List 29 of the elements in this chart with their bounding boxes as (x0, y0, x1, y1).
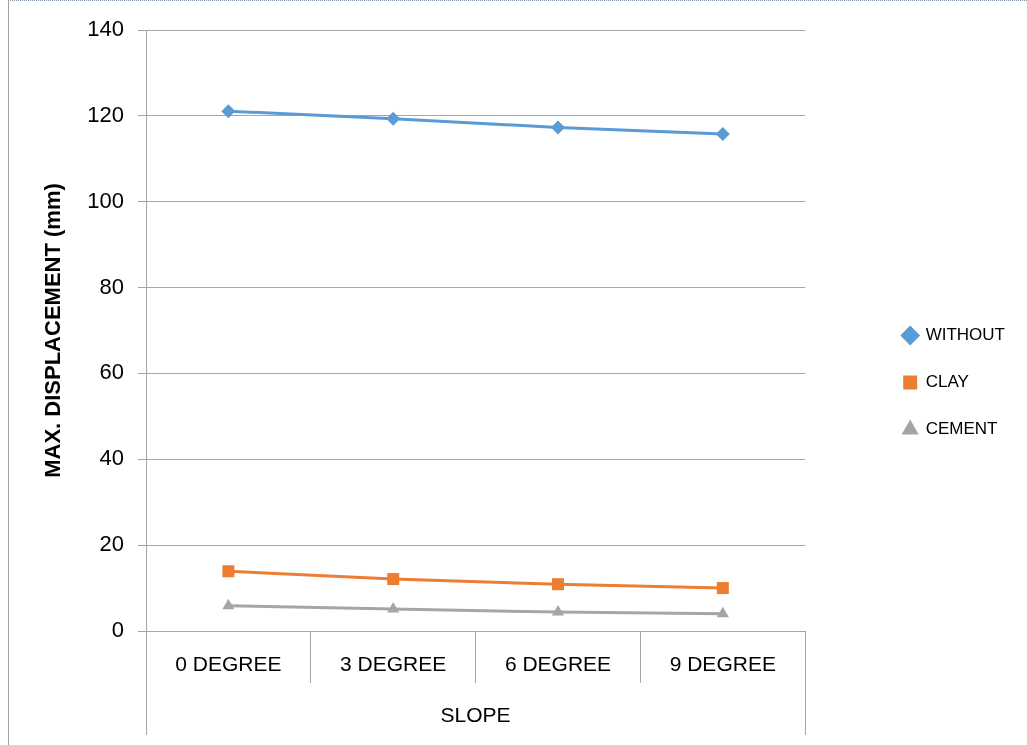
legend-label: CEMENT (925, 419, 998, 439)
y-tick-label: 120 (87, 101, 124, 127)
x-tick-label: 6 DEGREE (504, 652, 612, 676)
y-axis-title: MAX. DISPLACEMENT (mm) (40, 183, 66, 478)
x-tick-label: 0 DEGREE (175, 652, 282, 676)
point (386, 111, 401, 126)
point (715, 126, 730, 141)
point (387, 602, 400, 613)
x-tick-label: 3 DEGREE (340, 652, 447, 676)
legend-label: WITHOUT (925, 325, 1006, 345)
point (716, 606, 729, 618)
legend-label: CLAY (925, 372, 969, 392)
point (387, 573, 400, 586)
point (222, 598, 235, 610)
y-tick-label: 80 (99, 273, 124, 299)
x-tick-label: 9 DEGREE (669, 652, 776, 676)
y-tick-label: 60 (99, 359, 124, 385)
y-tick-label: 40 (99, 445, 124, 471)
y-tick-label: 0 (111, 617, 124, 643)
y-tick-label: 140 (87, 16, 124, 42)
point (550, 120, 565, 135)
x-axis-title: SLOPE (440, 703, 511, 727)
point (551, 605, 565, 616)
y-tick-label: 100 (87, 187, 124, 213)
point (716, 582, 729, 595)
point (222, 565, 235, 578)
y-tick-label: 20 (99, 531, 124, 557)
point (221, 104, 236, 119)
point (551, 578, 564, 591)
